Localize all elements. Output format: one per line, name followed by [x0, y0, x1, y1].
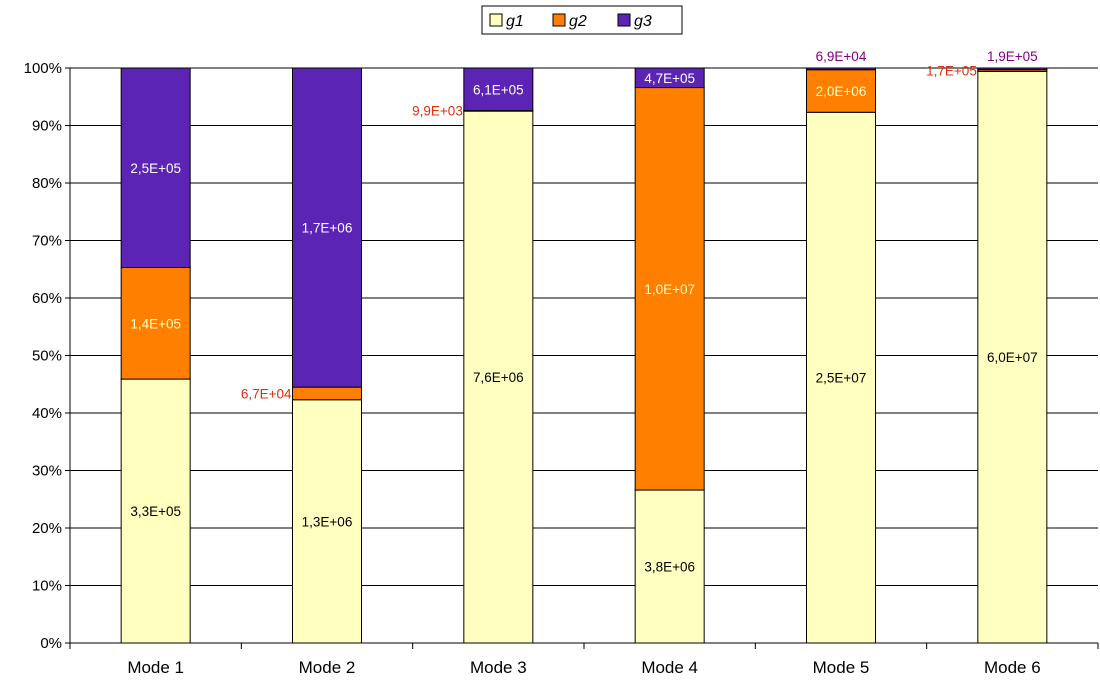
data-label-g1: 6,0E+07 — [987, 350, 1038, 365]
y-tick-label: 100% — [24, 60, 62, 77]
data-label-g3: 6,9E+04 — [816, 49, 867, 64]
data-label-g3: 4,7E+05 — [644, 71, 695, 86]
bar-segment-g1 — [977, 70, 1048, 644]
bar-segment-g2 — [634, 87, 705, 491]
bar-segment-g1 — [634, 489, 705, 644]
data-label-g2: 6,7E+04 — [241, 386, 292, 401]
bar-segment-g3 — [977, 67, 1048, 71]
legend-box — [481, 5, 683, 35]
data-label-g1: 1,3E+06 — [302, 514, 353, 529]
data-label-g1: 3,3E+05 — [130, 504, 181, 519]
y-tick-label: 10% — [32, 578, 62, 595]
legend-swatch-g3 — [617, 13, 631, 27]
data-label-g3: 1,7E+06 — [302, 221, 353, 236]
legend-label-g3: g3 — [634, 13, 652, 30]
x-tick-label: Mode 3 — [470, 658, 527, 677]
data-labels: 3,3E+05 1,4E+05 2,5E+05 1,3E+06 6,7E+04 1,7E+… — [130, 49, 1037, 575]
legend-label-g1: g1 — [506, 13, 524, 30]
bar-segment-g3 — [463, 67, 534, 112]
bar-segment-g1 — [463, 110, 534, 644]
x-axis: Mode 1 Mode 2 Mode 3 Mode 4 Mode 5 Mode 6 — [69, 642, 1099, 677]
y-tick-label: 30% — [32, 463, 62, 480]
data-label-g2: 9,9E+03 — [412, 104, 463, 119]
x-tick-label: Mode 5 — [813, 658, 870, 677]
y-axis: 0% 10% 20% 30% 40% 50% 60% 70% 80% 90% 100% — [24, 60, 71, 652]
x-tick-label: Mode 1 — [127, 658, 184, 677]
data-label-g3: 6,1E+05 — [473, 82, 524, 97]
legend: g1 g2 g3 — [481, 5, 683, 35]
data-label-g3: 1,9E+05 — [987, 49, 1038, 64]
data-label-g2: 2,0E+06 — [816, 84, 867, 99]
x-tick-label: Mode 6 — [984, 658, 1041, 677]
y-tick-label: 20% — [32, 520, 62, 537]
bar-segment-g3 — [806, 67, 876, 71]
y-tick-label: 60% — [32, 290, 62, 307]
legend-swatch-g2 — [552, 13, 566, 27]
bar-segment-g3 — [120, 67, 191, 269]
bar-segment-g1 — [120, 378, 191, 644]
data-label-g2: 1,7E+05 — [926, 64, 977, 79]
bar-segment-g2 — [806, 69, 876, 113]
legend-label-g2: g2 — [569, 13, 587, 30]
bar-segment-g2 — [120, 267, 191, 380]
x-tick-label: Mode 4 — [641, 658, 698, 677]
bars — [120, 67, 1048, 644]
data-label-g3: 2,5E+05 — [130, 161, 181, 176]
bar-segment-g3 — [634, 67, 705, 89]
bar-segment-g2 — [292, 386, 362, 401]
y-tick-label: 0% — [40, 635, 62, 652]
data-label-g2: 1,0E+07 — [644, 282, 695, 297]
y-tick-label: 80% — [32, 175, 62, 192]
data-label-g1: 3,8E+06 — [644, 560, 695, 575]
y-tick-label: 90% — [32, 118, 62, 135]
data-label-g2: 1,4E+05 — [130, 316, 181, 331]
bar-segment-g1 — [806, 111, 876, 644]
y-tick-label: 50% — [32, 348, 62, 365]
data-label-g1: 7,6E+06 — [473, 370, 524, 385]
legend-swatch-g1 — [489, 13, 503, 27]
x-tick-label: Mode 2 — [299, 658, 356, 677]
data-label-g1: 2,5E+07 — [816, 371, 867, 386]
bar-segment-g3 — [292, 67, 362, 388]
gridlines — [70, 67, 1098, 586]
y-tick-label: 70% — [32, 233, 62, 250]
y-tick-label: 40% — [32, 405, 62, 422]
